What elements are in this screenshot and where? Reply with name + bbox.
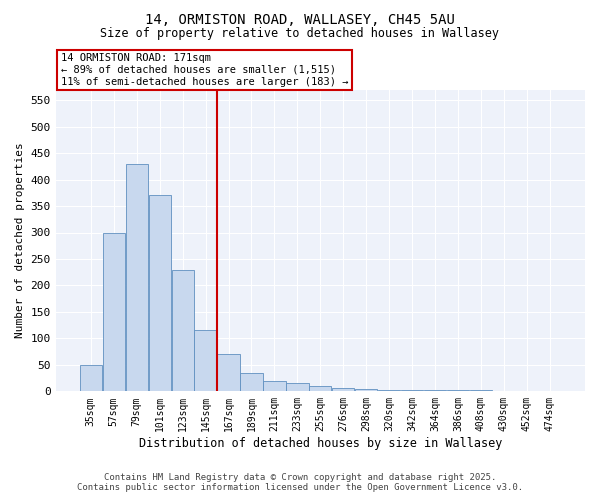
- Bar: [470, 390, 492, 392]
- Bar: [286, 384, 308, 392]
- Text: Contains HM Land Registry data © Crown copyright and database right 2025.
Contai: Contains HM Land Registry data © Crown c…: [77, 473, 523, 492]
- Bar: [378, 390, 400, 392]
- Bar: [103, 232, 125, 392]
- Bar: [355, 388, 377, 392]
- Bar: [194, 330, 217, 392]
- Text: 14 ORMISTON ROAD: 171sqm
← 89% of detached houses are smaller (1,515)
11% of sem: 14 ORMISTON ROAD: 171sqm ← 89% of detach…: [61, 54, 349, 86]
- Bar: [263, 380, 286, 392]
- Bar: [309, 386, 331, 392]
- Bar: [516, 391, 538, 392]
- Bar: [539, 391, 561, 392]
- Bar: [424, 390, 446, 392]
- Bar: [401, 390, 423, 392]
- Bar: [125, 164, 148, 392]
- Bar: [149, 196, 171, 392]
- Bar: [172, 270, 194, 392]
- Bar: [217, 354, 239, 392]
- X-axis label: Distribution of detached houses by size in Wallasey: Distribution of detached houses by size …: [139, 437, 502, 450]
- Bar: [447, 390, 469, 392]
- Bar: [80, 365, 102, 392]
- Y-axis label: Number of detached properties: Number of detached properties: [15, 142, 25, 338]
- Text: Size of property relative to detached houses in Wallasey: Size of property relative to detached ho…: [101, 28, 499, 40]
- Bar: [332, 388, 355, 392]
- Bar: [241, 373, 263, 392]
- Bar: [493, 391, 515, 392]
- Text: 14, ORMISTON ROAD, WALLASEY, CH45 5AU: 14, ORMISTON ROAD, WALLASEY, CH45 5AU: [145, 12, 455, 26]
